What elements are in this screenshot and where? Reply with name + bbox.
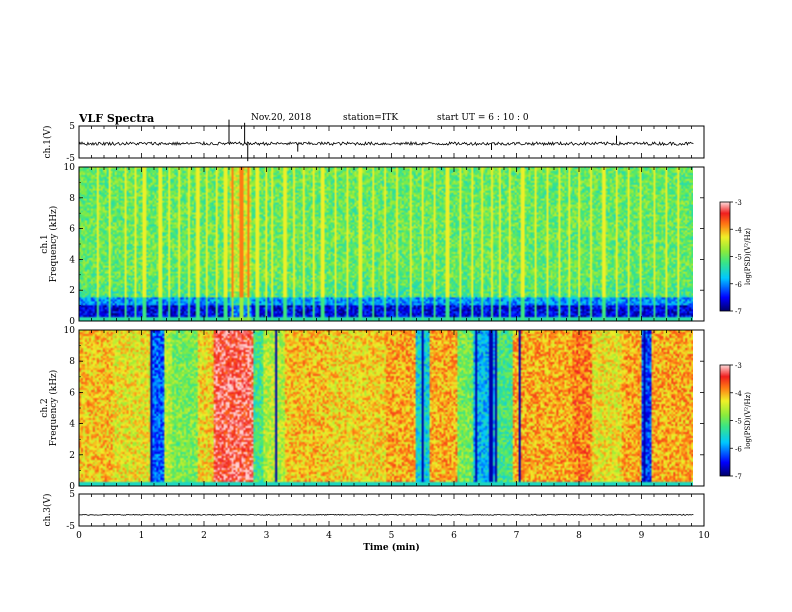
y-axis-label: ch.3(V) — [42, 494, 53, 527]
y-tick-label: 2 — [69, 286, 75, 296]
colorbar-tick-label: -7 — [735, 308, 742, 316]
x-tick-label: 5 — [389, 531, 395, 541]
y-tick-label: 5 — [69, 490, 75, 500]
y-tick-label: 2 — [69, 451, 75, 461]
y-axis-label: Frequency (kHz) — [48, 206, 59, 283]
y-tick-label: 8 — [69, 194, 75, 204]
x-tick-label: 3 — [264, 531, 270, 541]
frames-layer — [78, 125, 733, 527]
colorbar-tick-label: -5 — [735, 254, 742, 262]
x-tick-label: 10 — [698, 531, 710, 541]
date-label: Nov.20, 2018 — [251, 113, 312, 123]
page-title: VLF Spectra — [79, 112, 155, 125]
y-tick-label: 4 — [69, 255, 75, 265]
colorbar-label: log(PSD)(V²/Hz) — [744, 392, 752, 449]
x-tick-label: 8 — [576, 531, 582, 541]
colorbar-tick-label: -7 — [735, 473, 742, 481]
spectrogram-layer — [79, 167, 730, 486]
x-tick-label: 7 — [514, 531, 520, 541]
x-axis-label: Time (min) — [363, 542, 420, 553]
x-tick-label: 2 — [201, 531, 207, 541]
y-tick-label: 0 — [69, 482, 75, 492]
y-tick-label: 10 — [64, 163, 76, 173]
station-label: station=ITK — [343, 113, 399, 123]
y-axis-label: ch.1 — [40, 234, 50, 253]
colorbar-label: log(PSD)(V²/Hz) — [744, 228, 752, 285]
ch1-spectrogram-image — [79, 167, 693, 321]
colorbar-tick-label: -6 — [735, 281, 742, 289]
y-tick-label: 5 — [69, 122, 75, 132]
y-axis-label: ch.1(V) — [42, 126, 53, 159]
colorbar-tick-label: -5 — [735, 418, 742, 426]
colorbar-tick-label: -3 — [735, 199, 742, 207]
colorbar-tick-label: -4 — [735, 226, 742, 234]
x-tick-label: 6 — [451, 531, 457, 541]
y-tick-label: 6 — [69, 225, 75, 235]
y-tick-label: 8 — [69, 357, 75, 367]
ch1-waveform-line — [78, 140, 694, 147]
x-tick-label: 1 — [139, 531, 145, 541]
colorbar-tick-label: -3 — [735, 362, 742, 370]
y-axis-label: Frequency (kHz) — [48, 370, 59, 447]
colorbar-2 — [720, 365, 730, 476]
y-tick-label: 10 — [64, 326, 76, 336]
x-tick-label: 9 — [639, 531, 645, 541]
y-tick-label: 0 — [69, 317, 75, 327]
ch3-waveform-line — [78, 513, 694, 516]
y-tick-label: 4 — [69, 420, 75, 430]
ch2-spectrogram-image — [79, 330, 693, 486]
colorbar-tick-label: -4 — [735, 390, 742, 398]
y-axis-label: ch.2 — [40, 398, 50, 417]
y-tick-label: -5 — [66, 154, 75, 164]
colorbar-1 — [720, 202, 730, 311]
x-tick-label: 4 — [326, 531, 332, 541]
x-tick-label: 0 — [76, 531, 82, 541]
y-tick-label: 6 — [69, 388, 75, 398]
start-time-label: start UT = 6 : 10 : 0 — [437, 113, 529, 123]
colorbar-tick-label: -6 — [735, 445, 742, 453]
y-tick-label: -5 — [66, 522, 75, 532]
